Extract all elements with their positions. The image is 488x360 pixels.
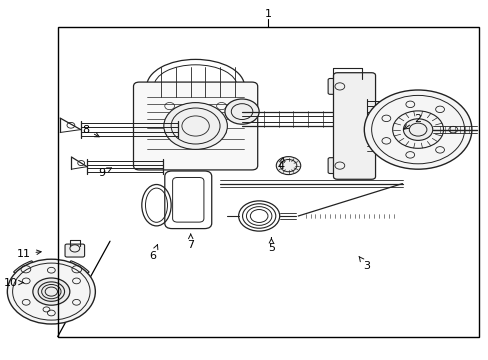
Text: 1: 1 (264, 9, 271, 19)
Circle shape (33, 278, 70, 305)
Circle shape (364, 90, 471, 169)
FancyBboxPatch shape (333, 73, 375, 179)
FancyBboxPatch shape (65, 244, 84, 257)
Text: 10: 10 (4, 278, 23, 288)
Wedge shape (51, 261, 89, 292)
Wedge shape (14, 261, 51, 292)
Text: 11: 11 (17, 249, 41, 259)
Circle shape (224, 99, 259, 124)
Text: 8: 8 (82, 125, 99, 137)
Text: 2: 2 (403, 114, 421, 129)
FancyBboxPatch shape (327, 158, 358, 174)
Text: 7: 7 (187, 234, 194, 250)
Text: 3: 3 (358, 256, 369, 271)
Text: 4: 4 (277, 157, 284, 171)
Text: 9: 9 (98, 168, 111, 178)
Circle shape (276, 157, 300, 175)
FancyBboxPatch shape (327, 78, 358, 94)
Circle shape (403, 119, 432, 140)
Circle shape (7, 259, 95, 324)
Text: 6: 6 (149, 245, 158, 261)
FancyBboxPatch shape (133, 82, 257, 170)
Circle shape (163, 103, 227, 149)
Text: 5: 5 (267, 238, 274, 253)
Bar (58, 27, 478, 337)
